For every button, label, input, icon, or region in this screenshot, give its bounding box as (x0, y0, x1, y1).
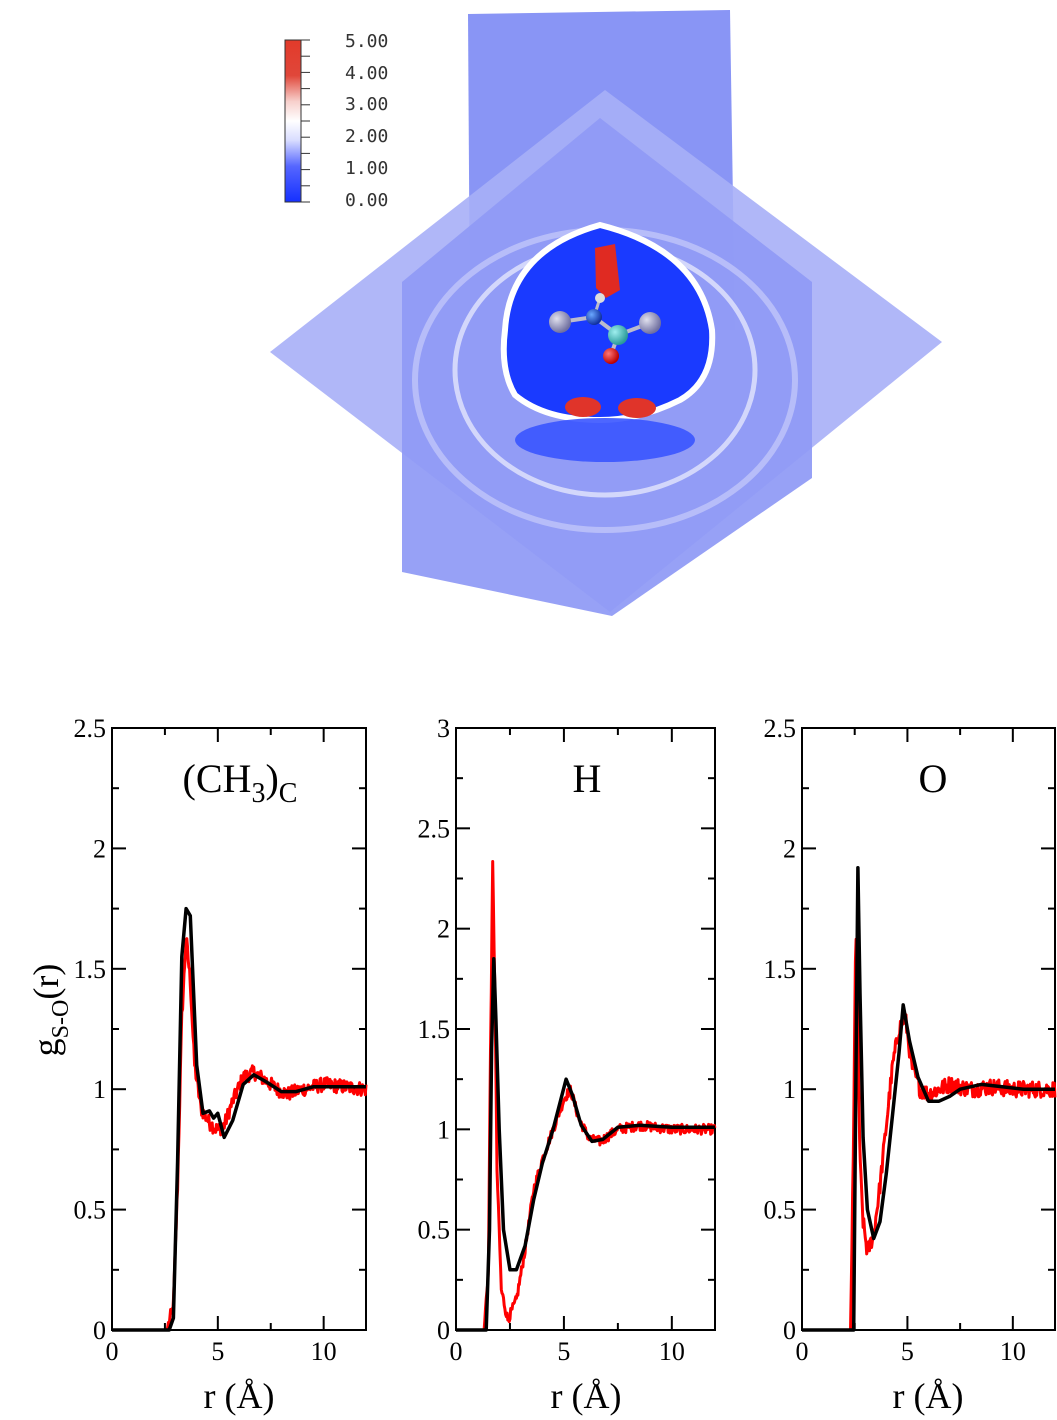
density-map-3d (270, 10, 942, 616)
depletion-cavity (500, 221, 716, 424)
y-axis-label: gS-O(r) (26, 964, 74, 1057)
oxygen-atom (603, 348, 619, 364)
colorbar-gradient (284, 39, 302, 203)
y-tick-label: 1.5 (418, 1015, 451, 1044)
y-tick-label: 1.5 (74, 955, 107, 984)
y-tick-label: 1.5 (764, 955, 797, 984)
x-tick-label: 0 (106, 1337, 119, 1366)
x-tick-label: 5 (901, 1337, 914, 1366)
x-tick-label: 5 (211, 1337, 224, 1366)
panel-title: H (573, 756, 602, 801)
plot-frame (111, 727, 367, 1331)
rdf-panel-oxygen: 0 5 10 0 0.5 1 1.5 2 2.5 O r (Å) (764, 714, 1057, 1416)
y-tick-label: 2 (437, 915, 450, 944)
hotspot-bottom-right (618, 398, 656, 418)
hotspot-top (595, 244, 620, 298)
series-line-red (111, 937, 368, 1332)
x-axis-label: r (Å) (893, 1376, 964, 1416)
y-tick-label: 2.5 (764, 714, 797, 743)
colorbar-label-0: 0.00 (345, 190, 388, 211)
panel-title: (CH3)C (183, 756, 298, 809)
colorbar: 5.00 4.00 3.00 2.00 1.00 0.00 (284, 31, 388, 211)
rdf-panel-hydrogen: 0 5 10 0 0.5 1 1.5 2 2.5 3 H r (Å) (418, 714, 717, 1416)
x-tick-label: 0 (450, 1337, 463, 1366)
y-tick-label: 1 (783, 1075, 796, 1104)
y-tick-label: 2.5 (74, 714, 107, 743)
series-line-red (801, 937, 1057, 1332)
methyl-right-atom (639, 312, 661, 334)
y-tick-label: 3 (437, 714, 450, 743)
series-line-black (802, 865, 1055, 1332)
y-tick-label: 1 (437, 1115, 450, 1144)
y-tick-label: 0 (783, 1316, 796, 1345)
x-axis-label: r (Å) (204, 1376, 275, 1416)
hydrogen-atom (595, 293, 605, 303)
y-tick-label: 1 (93, 1075, 106, 1104)
methyl-left-atom (549, 311, 571, 333)
series-line-red (455, 860, 717, 1332)
y-tick-label: 0 (437, 1316, 450, 1345)
x-tick-label: 10 (659, 1337, 685, 1366)
colorbar-label-5: 5.00 (345, 31, 388, 52)
colorbar-label-3: 3.00 (345, 94, 388, 115)
x-axis-label: r (Å) (551, 1376, 622, 1416)
plot-frame (801, 727, 1056, 1331)
series-line-black (112, 906, 366, 1332)
x-tick-label: 10 (1000, 1337, 1026, 1366)
y-tick-label: 2.5 (418, 814, 451, 843)
center-atom (608, 325, 628, 345)
series-line-black (456, 957, 715, 1332)
hotspot-bottom-left (565, 397, 601, 417)
panel-title: O (919, 756, 948, 801)
y-tick-label: 0.5 (418, 1216, 451, 1245)
colorbar-label-1: 1.00 (345, 158, 388, 179)
y-tick-label: 0.5 (764, 1196, 797, 1225)
x-tick-label: 5 (557, 1337, 570, 1366)
y-tick-label: 2 (93, 834, 106, 863)
y-tick-label: 0.5 (74, 1196, 107, 1225)
x-tick-label: 0 (796, 1337, 809, 1366)
y-tick-label: 2 (783, 834, 796, 863)
y-tick-label: 0 (93, 1316, 106, 1345)
colorbar-label-2: 2.00 (345, 126, 388, 147)
colorbar-label-4: 4.00 (345, 63, 388, 84)
molecule (549, 293, 661, 364)
lower-depletion-band (515, 418, 695, 462)
rdf-panel-methyl: 0 5 10 0 0.5 1 1.5 2 2.5 (CH3)C r (Å) (74, 714, 368, 1416)
x-tick-label: 10 (311, 1337, 337, 1366)
carbon-atom (586, 309, 602, 325)
